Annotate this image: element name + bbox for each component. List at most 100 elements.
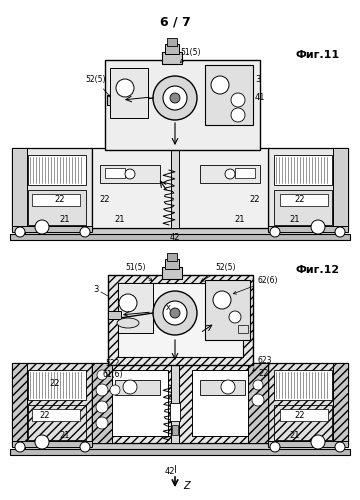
Text: 21: 21 — [235, 216, 245, 224]
Circle shape — [211, 76, 229, 94]
Bar — [108, 275, 253, 365]
Circle shape — [116, 79, 134, 97]
Bar — [12, 363, 92, 445]
Bar — [171, 363, 179, 443]
Bar — [92, 363, 268, 443]
Text: 3: 3 — [255, 76, 260, 84]
Circle shape — [270, 442, 280, 452]
Circle shape — [110, 385, 120, 395]
Circle shape — [163, 86, 187, 110]
Bar — [238, 325, 248, 333]
Bar — [105, 60, 260, 150]
Circle shape — [96, 384, 108, 396]
Bar — [118, 283, 153, 333]
Circle shape — [125, 169, 135, 179]
Circle shape — [231, 93, 245, 107]
Circle shape — [231, 108, 245, 122]
Bar — [274, 405, 332, 440]
Circle shape — [311, 435, 325, 449]
Text: 61(6): 61(6) — [103, 370, 123, 380]
Text: 623: 623 — [253, 356, 273, 370]
Bar — [12, 148, 92, 230]
Bar — [333, 363, 348, 445]
Bar — [105, 168, 125, 178]
Circle shape — [97, 370, 107, 380]
Circle shape — [35, 220, 49, 234]
Circle shape — [96, 401, 108, 413]
Bar — [92, 363, 112, 443]
Text: 62(6): 62(6) — [233, 276, 279, 294]
Text: 51(5): 51(5) — [180, 48, 201, 62]
Text: 51(5): 51(5) — [125, 263, 152, 281]
Bar — [118, 283, 243, 357]
Text: 22: 22 — [55, 196, 65, 204]
Bar — [28, 190, 86, 225]
Text: 3: 3 — [93, 286, 99, 294]
Text: 21: 21 — [290, 430, 300, 440]
Text: 22: 22 — [100, 196, 110, 204]
Bar — [268, 441, 348, 447]
Circle shape — [15, 227, 25, 237]
Bar — [192, 370, 252, 436]
Text: 21: 21 — [60, 216, 70, 224]
Text: 52(5): 52(5) — [201, 263, 235, 281]
Text: Z: Z — [184, 481, 190, 491]
Bar — [10, 234, 350, 240]
Circle shape — [163, 301, 187, 325]
Bar — [268, 148, 348, 230]
Circle shape — [335, 227, 345, 237]
Bar — [115, 380, 160, 395]
Bar — [333, 148, 348, 230]
Text: 22: 22 — [40, 410, 50, 420]
Circle shape — [270, 227, 280, 237]
Bar — [108, 370, 168, 436]
Bar — [274, 155, 332, 185]
Circle shape — [153, 291, 197, 335]
Bar — [165, 259, 179, 269]
Bar — [248, 363, 268, 443]
Bar — [100, 165, 160, 183]
Circle shape — [229, 311, 241, 323]
Circle shape — [253, 380, 263, 390]
Text: 22: 22 — [250, 196, 260, 204]
Text: 52(5): 52(5) — [85, 75, 111, 98]
Bar — [268, 363, 348, 445]
Bar — [28, 155, 86, 185]
Circle shape — [123, 380, 137, 394]
Text: 42: 42 — [170, 232, 180, 241]
Text: 22: 22 — [295, 410, 305, 420]
Circle shape — [35, 435, 49, 449]
Bar — [162, 267, 182, 279]
Bar — [25, 443, 335, 451]
Bar — [268, 226, 348, 232]
Bar — [28, 405, 86, 440]
Text: Фиг.11: Фиг.11 — [296, 50, 340, 60]
Text: 6 / 7: 6 / 7 — [159, 16, 190, 28]
Bar — [110, 68, 148, 118]
Circle shape — [80, 442, 90, 452]
Circle shape — [119, 294, 137, 312]
Circle shape — [335, 442, 345, 452]
Bar — [280, 409, 328, 421]
Circle shape — [153, 76, 197, 120]
Circle shape — [221, 380, 235, 394]
Text: 42: 42 — [165, 468, 175, 476]
Text: 22: 22 — [295, 196, 305, 204]
Bar — [205, 280, 250, 340]
Bar — [165, 44, 179, 54]
Bar — [28, 370, 86, 400]
Bar — [12, 363, 27, 445]
Text: 522: 522 — [106, 358, 120, 368]
Bar — [200, 165, 260, 183]
Text: 21: 21 — [115, 216, 125, 224]
Bar — [167, 38, 177, 46]
Text: Фиг.12: Фиг.12 — [296, 265, 340, 275]
Bar — [170, 403, 180, 421]
Text: 41: 41 — [255, 94, 266, 102]
Bar — [274, 370, 332, 400]
Circle shape — [96, 417, 108, 429]
Text: x: x — [166, 302, 171, 312]
Ellipse shape — [117, 318, 139, 328]
Bar — [92, 148, 268, 228]
Bar — [32, 409, 80, 421]
